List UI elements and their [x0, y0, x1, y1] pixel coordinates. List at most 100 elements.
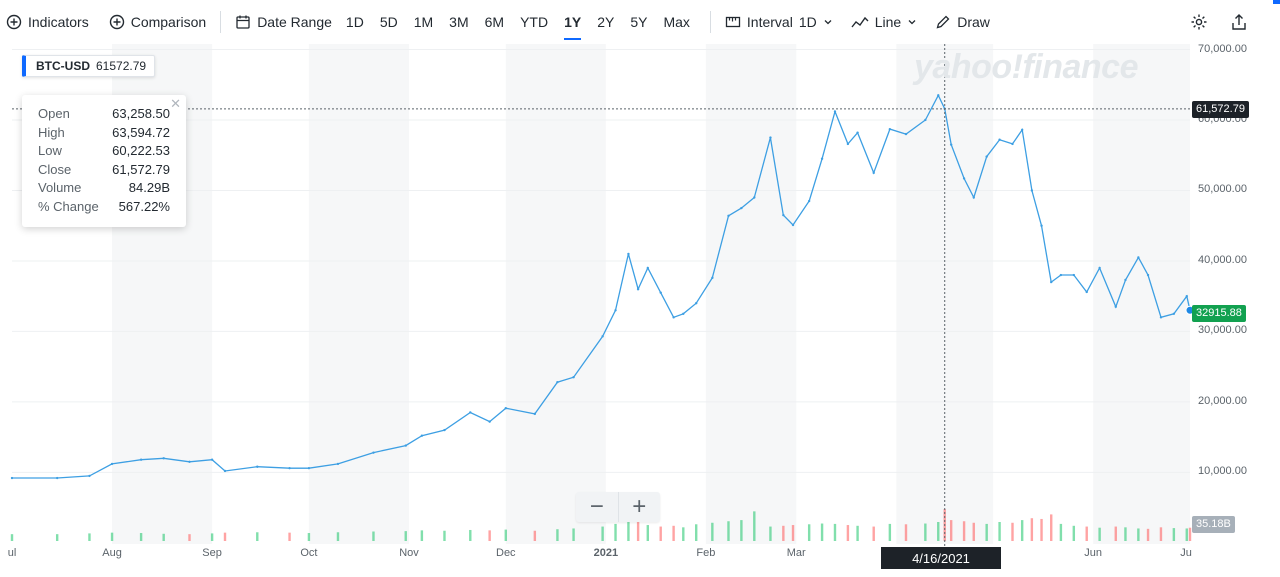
volume-bar	[807, 524, 811, 541]
volume-bar	[504, 529, 507, 541]
volume-bar	[1072, 525, 1076, 541]
volume-bar	[443, 530, 446, 541]
calendar-icon	[236, 15, 250, 29]
volume-bar	[695, 524, 698, 541]
data-point	[256, 465, 259, 468]
data-point	[488, 420, 491, 423]
data-point	[614, 309, 617, 312]
data-point	[10, 476, 14, 480]
data-point	[1137, 256, 1140, 259]
data-point	[646, 266, 649, 270]
data-point	[833, 110, 837, 113]
tooltip-row: Close 61,572.79	[38, 161, 170, 180]
x-tick-label: Aug	[102, 547, 122, 559]
data-point	[937, 94, 940, 97]
tooltip-label: Low	[38, 143, 62, 159]
volume-bar	[727, 521, 730, 541]
data-point	[469, 411, 472, 414]
volume-bar	[488, 530, 491, 541]
x-tick-label: Jun	[1084, 547, 1103, 559]
data-point	[924, 118, 927, 122]
ticker-badge[interactable]: BTC-USD 61572.79	[22, 55, 156, 77]
x-tick-label: Nov	[399, 547, 419, 559]
volume-bar	[711, 522, 714, 541]
close-icon[interactable]: ✕	[170, 96, 181, 111]
tooltip-row: Volume 84.29B	[38, 179, 170, 198]
zoom-in-button[interactable]: +	[632, 493, 647, 520]
volume-bar	[1185, 528, 1188, 541]
x-tick-label: ul	[7, 547, 17, 559]
data-point	[740, 206, 743, 210]
plus-circle-icon	[109, 14, 124, 30]
month-band	[308, 44, 409, 544]
range-max[interactable]: Max	[663, 14, 690, 30]
interval-dropdown[interactable]: Interval 1D	[719, 0, 839, 44]
gear-icon[interactable]	[1190, 13, 1208, 31]
volume-bar	[769, 526, 772, 541]
data-point	[727, 214, 730, 218]
volume-bar	[1040, 518, 1043, 541]
draw-button[interactable]: Draw	[929, 0, 996, 44]
volume-bar	[533, 530, 537, 541]
data-point	[782, 213, 785, 217]
indicators-button[interactable]: Indicators	[0, 0, 95, 44]
date-range-button[interactable]: Date Range	[229, 0, 338, 44]
data-point	[1098, 266, 1101, 270]
volume-bar	[636, 520, 640, 541]
volume-bar	[256, 532, 259, 541]
tooltip-value: 63,594.72	[112, 124, 170, 140]
volume-bar	[336, 532, 340, 541]
range-1y[interactable]: 1Y	[556, 0, 589, 44]
range-5y[interactable]: 5Y	[630, 14, 648, 30]
data-point	[288, 466, 291, 470]
range-2y[interactable]: 2Y	[597, 14, 615, 30]
volume-bar	[1098, 527, 1101, 541]
data-point	[1011, 142, 1014, 146]
data-point	[188, 460, 191, 464]
tooltip-label: Open	[38, 106, 70, 121]
data-point	[904, 132, 908, 136]
volume-bar	[682, 527, 685, 541]
tooltip-row: High 63,594.72	[38, 124, 170, 143]
volume-bar	[888, 523, 892, 541]
volume-bar	[139, 533, 143, 541]
volume-bar	[998, 522, 1001, 541]
volume-bar	[949, 520, 953, 541]
volume-bar	[288, 532, 291, 541]
data-point	[1114, 305, 1117, 308]
ticker-symbol: BTC-USD	[36, 59, 90, 73]
chart-type-dropdown[interactable]: Line	[845, 0, 923, 44]
range-1m[interactable]: 1M	[413, 14, 434, 30]
volume-bar	[1188, 527, 1192, 541]
range-ytd[interactable]: YTD	[520, 14, 549, 30]
range-1d[interactable]: 1D	[345, 14, 364, 30]
range-6m[interactable]: 6M	[484, 14, 505, 30]
volume-bar	[614, 523, 617, 541]
range-3m[interactable]: 3M	[449, 14, 469, 30]
data-point	[856, 131, 859, 134]
comparison-label: Comparison	[130, 14, 207, 30]
tooltip-label: High	[38, 124, 65, 140]
share-icon[interactable]	[1230, 13, 1248, 31]
toolbar-divider	[709, 11, 711, 33]
volume-bar	[659, 526, 662, 541]
zoom-out-button[interactable]: −	[576, 492, 619, 522]
volume-bar	[404, 531, 407, 541]
range-5d[interactable]: 5D	[379, 14, 398, 30]
comparison-button[interactable]: Comparison	[103, 0, 212, 44]
tooltip-rows: Open 63,258.50 High 63,594.72 Low 60,222.53 Cl…	[38, 105, 170, 217]
volume-bar	[210, 533, 214, 541]
x-tick-label: Feb	[696, 547, 716, 559]
plus-circle-icon	[6, 14, 22, 30]
volume-bar	[1050, 514, 1053, 541]
zoom-controls: − +	[576, 492, 660, 522]
x-tick-label: Sep	[202, 547, 222, 559]
chart-toolbar: Indicators Comparison Date Range 1D 5D 1M 3…	[0, 0, 1280, 44]
data-point	[998, 138, 1001, 141]
volume-bar	[420, 530, 424, 541]
x-tick-label: Mar	[786, 547, 806, 559]
last-price-tag: 32915.88	[1192, 305, 1246, 322]
volume-bar	[924, 523, 927, 541]
y-tick-label: 70,000.00	[1198, 42, 1247, 55]
